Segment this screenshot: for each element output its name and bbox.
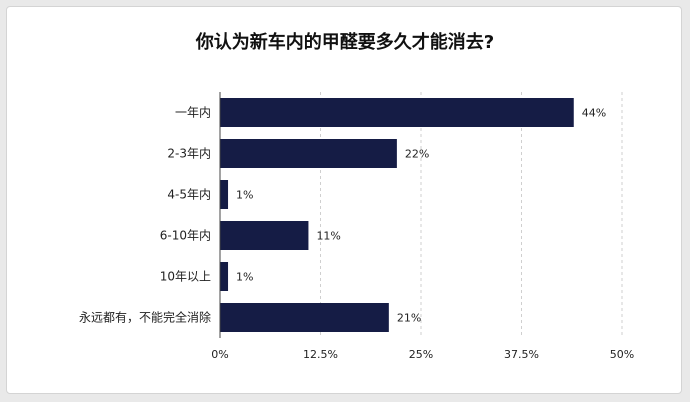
bar-2 (220, 180, 229, 209)
bar-0 (220, 98, 574, 127)
value-label-5: 21% (397, 312, 421, 325)
bar-3 (220, 221, 309, 250)
category-label-4: 10年以上 (160, 270, 211, 284)
category-label-3: 6-10年内 (160, 229, 211, 243)
x-tick-label-2: 25% (409, 348, 433, 361)
bar-5 (220, 303, 389, 332)
x-tick-label-1: 12.5% (303, 348, 338, 361)
category-label-0: 一年内 (175, 106, 211, 120)
bar-4 (220, 262, 229, 291)
value-label-1: 22% (405, 148, 429, 161)
value-label-4: 1% (236, 271, 253, 284)
value-label-3: 11% (316, 230, 340, 243)
chart-title: 你认为新车内的甲醛要多久才能消去? (195, 32, 495, 53)
category-label-2: 4-5年内 (167, 188, 211, 202)
x-tick-label-3: 37.5% (504, 348, 539, 361)
category-label-5: 永远都有，不能完全消除 (79, 310, 211, 325)
x-tick-label-0: 0% (211, 348, 228, 361)
category-label-1: 2-3年内 (167, 147, 211, 161)
value-label-0: 44% (582, 107, 606, 120)
value-label-2: 1% (236, 189, 253, 202)
bar-1 (220, 139, 397, 168)
x-tick-label-4: 50% (610, 348, 634, 361)
